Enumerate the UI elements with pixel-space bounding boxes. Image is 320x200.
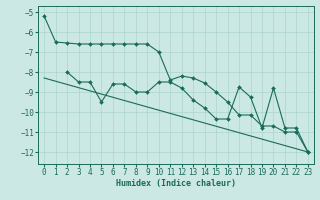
X-axis label: Humidex (Indice chaleur): Humidex (Indice chaleur) [116,179,236,188]
